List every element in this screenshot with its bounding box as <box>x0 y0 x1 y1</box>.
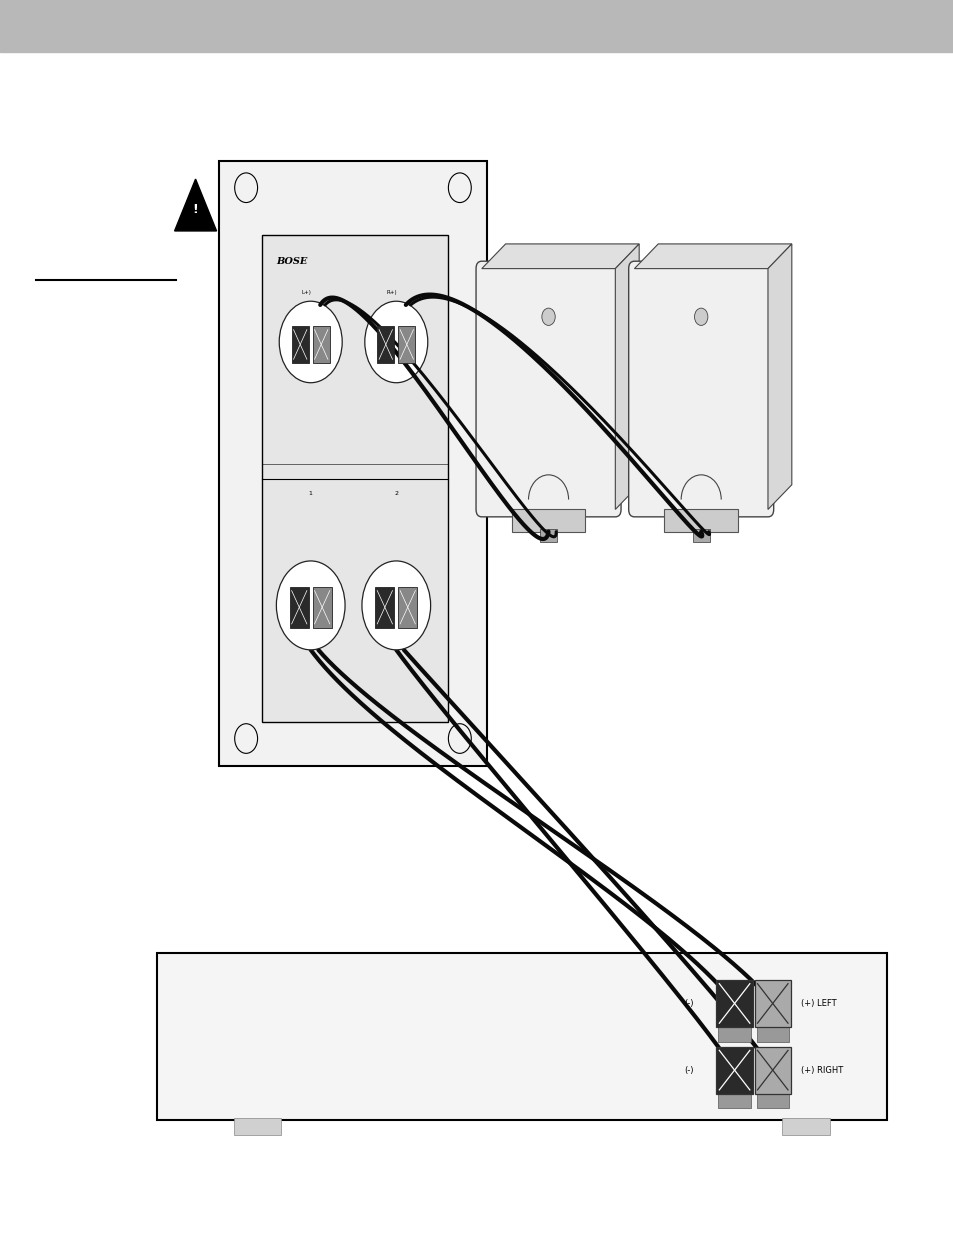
Bar <box>290 587 309 627</box>
Bar <box>397 326 415 363</box>
Bar <box>376 326 394 363</box>
Circle shape <box>448 724 471 753</box>
Polygon shape <box>174 179 216 231</box>
Circle shape <box>276 561 345 650</box>
Polygon shape <box>481 245 639 269</box>
Text: 1: 1 <box>309 490 313 496</box>
Circle shape <box>234 173 257 203</box>
Bar <box>716 1047 752 1094</box>
Circle shape <box>361 561 430 650</box>
Text: !: ! <box>193 204 198 216</box>
Bar <box>313 326 330 363</box>
Polygon shape <box>634 245 791 269</box>
Bar <box>692 529 709 541</box>
Text: R+): R+) <box>386 290 396 295</box>
Bar <box>781 1118 829 1135</box>
Circle shape <box>541 308 555 325</box>
Text: (+) RIGHT: (+) RIGHT <box>801 1066 842 1074</box>
Bar <box>754 1047 790 1094</box>
Polygon shape <box>615 245 639 509</box>
Circle shape <box>279 301 342 383</box>
Text: 2: 2 <box>394 490 397 496</box>
Bar <box>716 981 752 1028</box>
Text: L+): L+) <box>301 290 311 295</box>
Text: (-): (-) <box>683 999 693 1008</box>
FancyBboxPatch shape <box>476 262 620 516</box>
Bar <box>292 326 309 363</box>
Bar <box>375 587 394 627</box>
Text: (-): (-) <box>683 1066 693 1074</box>
Bar <box>511 509 584 531</box>
Bar <box>756 1025 788 1042</box>
Bar <box>754 981 790 1028</box>
FancyBboxPatch shape <box>628 262 773 516</box>
Bar <box>718 1025 750 1042</box>
Bar <box>233 1118 281 1135</box>
Circle shape <box>448 173 471 203</box>
Bar <box>756 1092 788 1109</box>
Bar <box>539 529 557 541</box>
Text: (+) LEFT: (+) LEFT <box>801 999 836 1008</box>
Bar <box>663 509 738 531</box>
Bar <box>0 0 953 52</box>
Bar <box>219 161 486 766</box>
Bar <box>313 587 332 627</box>
Bar <box>157 953 886 1120</box>
Circle shape <box>364 301 427 383</box>
Polygon shape <box>767 245 791 509</box>
Bar <box>262 235 448 722</box>
Text: BOSE: BOSE <box>276 257 308 267</box>
Bar <box>397 587 416 627</box>
Circle shape <box>694 308 707 325</box>
Circle shape <box>234 724 257 753</box>
Bar <box>718 1092 750 1109</box>
